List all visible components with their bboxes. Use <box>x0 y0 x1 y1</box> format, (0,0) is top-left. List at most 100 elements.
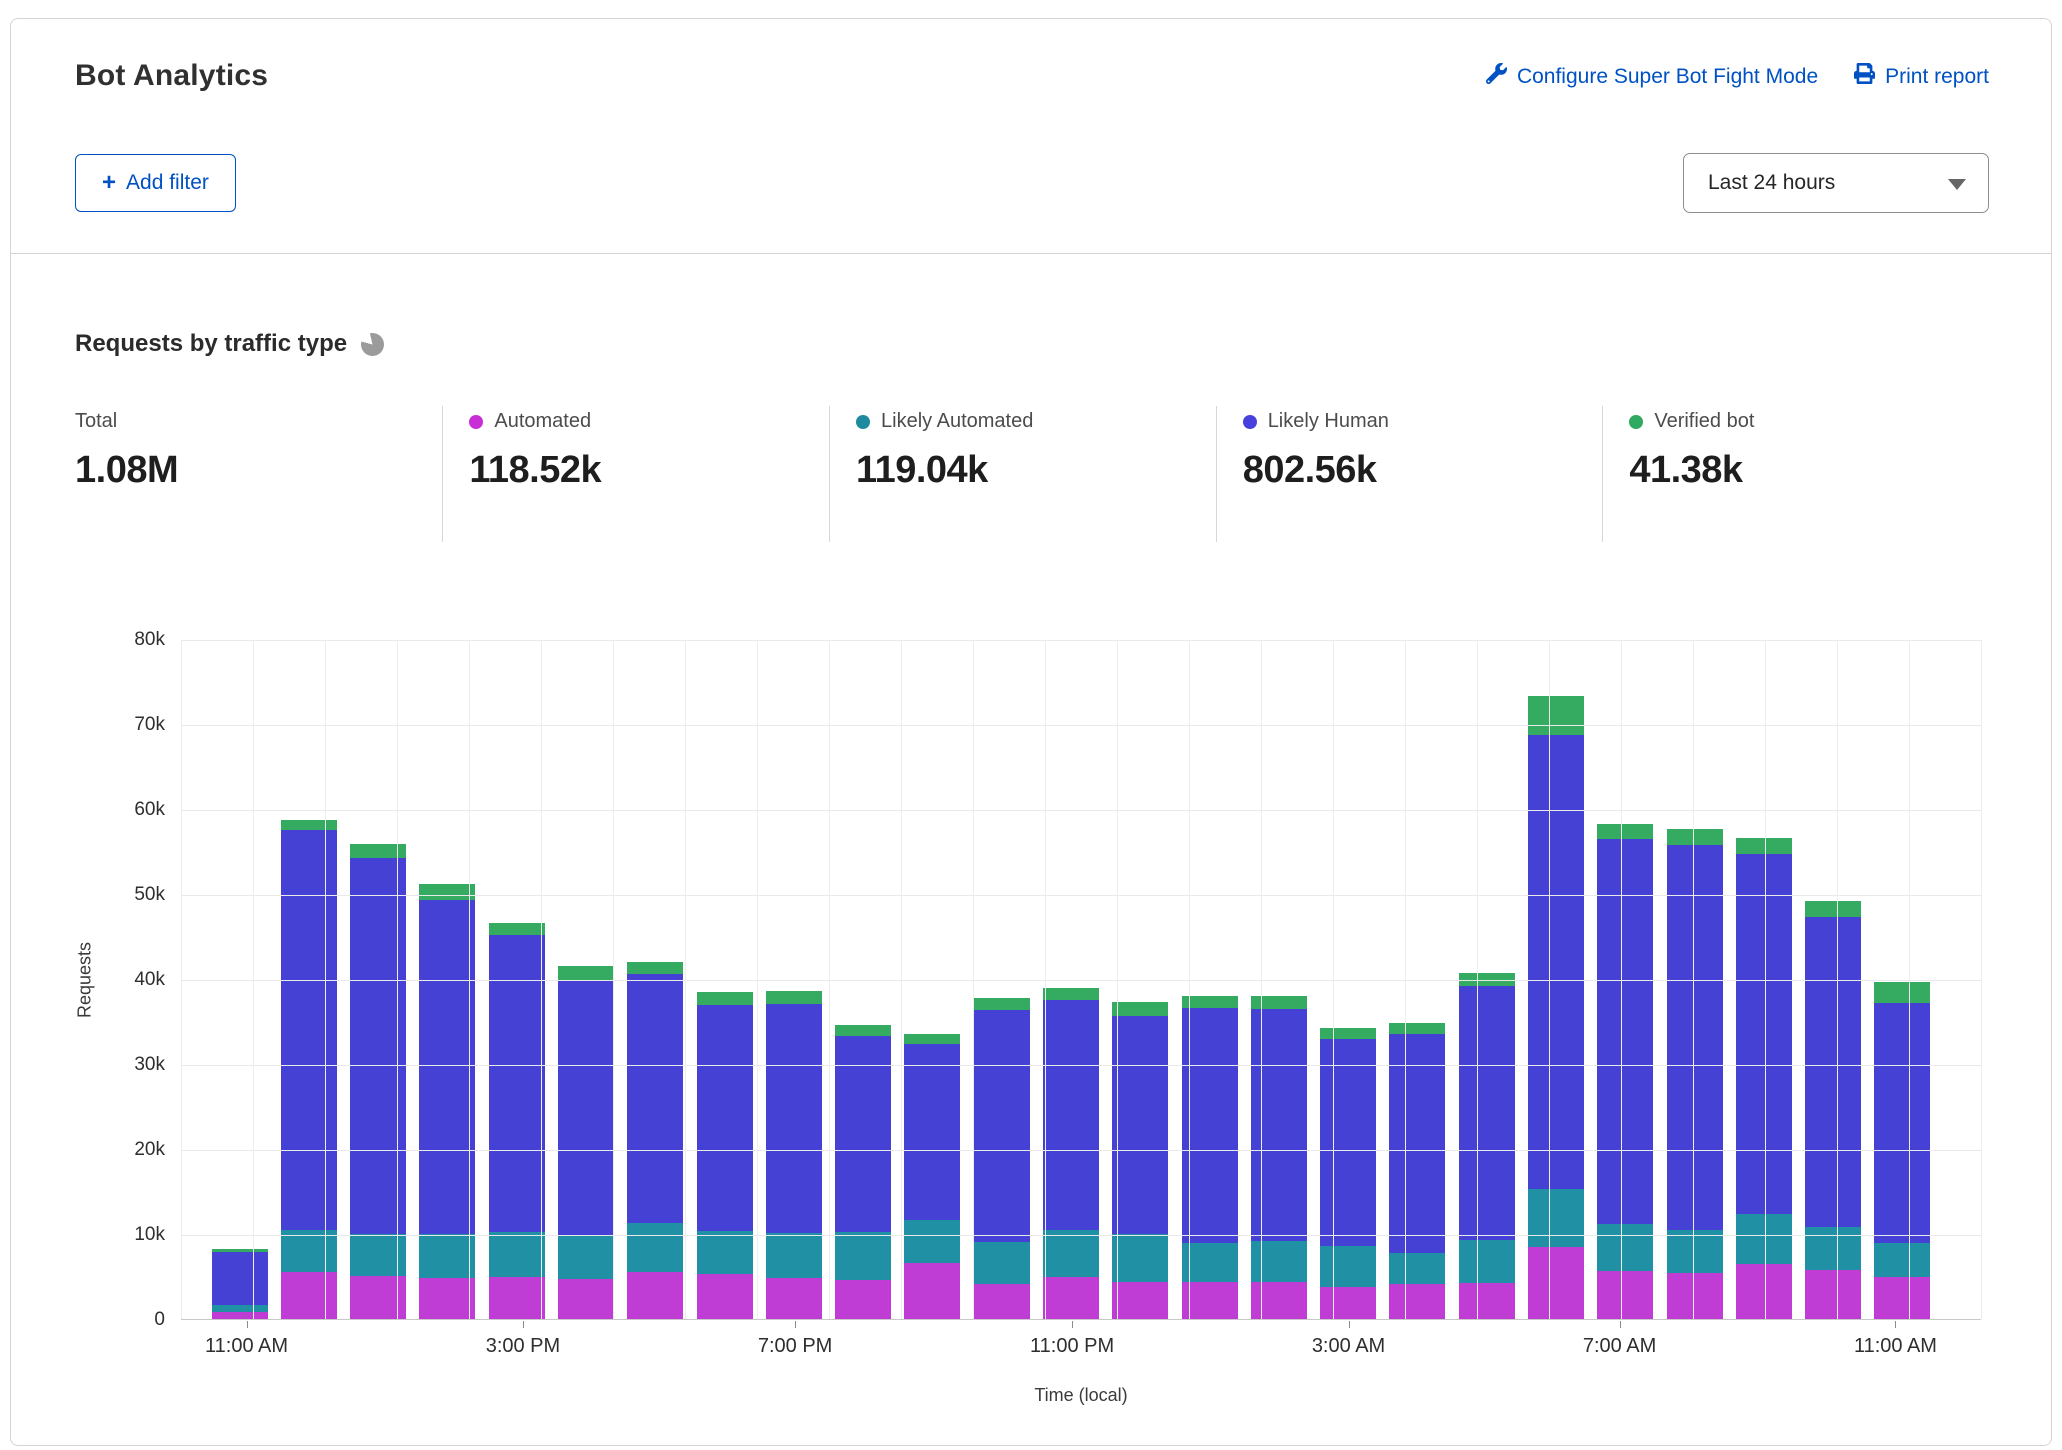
segment-likely-automated <box>1250 1240 1307 1282</box>
bar-11-00-pm-12[interactable] <box>1043 987 1100 1319</box>
segment-likely-human <box>1527 735 1584 1189</box>
bar-12-00-am-13[interactable] <box>1112 1001 1169 1319</box>
x-tick-label: 7:00 PM <box>757 1335 833 1357</box>
gridline-h <box>181 980 1981 981</box>
bar-slot <box>1383 640 1452 1319</box>
segment-verified-bot <box>1874 982 1931 1003</box>
bar-1-00-pm-2[interactable] <box>350 843 407 1319</box>
segment-verified-bot <box>1735 837 1792 855</box>
segment-automated <box>765 1278 822 1319</box>
configure-super-bot-fight-mode-link[interactable]: Configure Super Bot Fight Mode <box>1485 63 1818 90</box>
segment-verified-bot <box>558 966 615 980</box>
segment-verified-bot <box>765 990 822 1004</box>
x-tick <box>1895 1321 1897 1328</box>
x-slot <box>1180 1321 1246 1358</box>
bar-10-00-am-23[interactable] <box>1805 900 1862 1319</box>
chart-plot-area: Requests 0 10k 20k 30k 40k 50k 60k 70k 80k <box>75 629 1982 1330</box>
gridline-h <box>181 725 1981 726</box>
segment-likely-human <box>1112 1015 1169 1235</box>
bar-2-00-am-15[interactable] <box>1250 996 1307 1319</box>
bar-slot <box>1244 640 1313 1319</box>
time-range-select[interactable]: Last 24 hours <box>1683 153 1989 213</box>
print-link-label: Print report <box>1885 64 1989 88</box>
bar-6-00-am-19[interactable] <box>1527 695 1584 1319</box>
segment-verified-bot <box>1666 829 1723 845</box>
gridline-v <box>973 640 974 1319</box>
add-filter-button[interactable]: + Add filter <box>75 154 236 212</box>
segment-likely-automated <box>488 1232 545 1278</box>
segment-verified-bot <box>1597 824 1654 839</box>
segment-verified-bot <box>280 820 337 831</box>
bar-8-00-pm-9[interactable] <box>835 1024 892 1319</box>
page-title: Bot Analytics <box>75 59 269 92</box>
bar-12-00-pm-1[interactable] <box>280 820 337 1319</box>
print-report-link[interactable]: Print report <box>1854 63 1989 90</box>
x-slot <box>1517 1321 1583 1358</box>
y-axis-title: Requests <box>74 941 95 1018</box>
bar-2-00-pm-3[interactable] <box>419 883 476 1319</box>
bar-9-00-pm-10[interactable] <box>904 1034 961 1319</box>
x-axis-title: Time (local) <box>1034 1385 1128 1405</box>
gridline-v <box>253 640 254 1319</box>
segment-likely-human <box>1250 1008 1307 1241</box>
segment-likely-automated <box>1320 1245 1377 1287</box>
segment-verified-bot <box>973 997 1030 1010</box>
stat-value: 118.52k <box>469 449 602 491</box>
y-tick-label: 10k <box>134 1224 165 1245</box>
bar-11-00-am-0[interactable] <box>211 1249 268 1319</box>
segment-likely-automated <box>904 1220 961 1263</box>
segment-automated <box>1389 1284 1446 1319</box>
bars-container <box>181 640 1981 1319</box>
segment-automated <box>1527 1246 1584 1319</box>
bar-7-00-am-20[interactable] <box>1597 824 1654 1319</box>
gridline-v <box>1189 640 1190 1319</box>
bar-6-00-pm-7[interactable] <box>696 991 753 1319</box>
bar-3-00-am-16[interactable] <box>1320 1028 1377 1319</box>
bar-slot <box>413 640 482 1319</box>
bar-1-00-am-14[interactable] <box>1181 996 1238 1319</box>
bar-slot <box>1175 640 1244 1319</box>
segment-likely-human <box>1874 1002 1931 1244</box>
segment-likely-automated <box>973 1241 1030 1285</box>
segment-likely-human <box>1181 1007 1238 1243</box>
x-tick-label: 3:00 AM <box>1311 1335 1386 1357</box>
segment-likely-automated <box>1735 1213 1792 1264</box>
bar-slot <box>344 640 413 1319</box>
stat-value: 41.38k <box>1629 449 1743 491</box>
segment-likely-human <box>280 830 337 1230</box>
stat-label: Automated <box>469 410 829 433</box>
segment-likely-human <box>1805 916 1862 1228</box>
x-slot <box>1722 1321 1788 1358</box>
y-tick-label: 30k <box>134 1054 165 1075</box>
bar-3-00-pm-4[interactable] <box>488 922 545 1319</box>
x-tick <box>1348 1321 1350 1328</box>
toolbar: + Add filter Last 24 hours <box>11 93 2051 213</box>
bar-10-00-pm-11[interactable] <box>973 997 1030 1319</box>
bar-9-00-am-22[interactable] <box>1735 837 1792 1319</box>
x-tick-label: 11:00 AM <box>205 1335 289 1357</box>
x-slot <box>1451 1321 1517 1358</box>
segment-likely-automated <box>1458 1239 1515 1284</box>
legend-dot-icon <box>1242 414 1257 429</box>
printer-icon <box>1854 63 1876 90</box>
bar-5-00-am-18[interactable] <box>1458 973 1515 1319</box>
x-tick <box>795 1321 797 1328</box>
bar-4-00-am-17[interactable] <box>1389 1023 1446 1319</box>
bar-8-00-am-21[interactable] <box>1666 829 1723 1319</box>
y-tick-label: 20k <box>134 1139 165 1160</box>
stat-label: Likely Human <box>1242 410 1603 433</box>
segment-likely-human <box>488 934 545 1233</box>
gridline-v <box>829 640 830 1319</box>
bar-5-00-pm-6[interactable] <box>627 962 684 1319</box>
bar-4-00-pm-5[interactable] <box>558 966 615 1319</box>
gridline-v <box>397 640 398 1319</box>
segment-automated <box>835 1279 892 1319</box>
segment-likely-human <box>211 1251 268 1306</box>
segment-likely-human <box>1458 985 1515 1240</box>
bar-7-00-pm-8[interactable] <box>765 990 822 1319</box>
bar-11-00-am-24[interactable] <box>1874 982 1931 1319</box>
segment-likely-automated <box>1597 1223 1654 1272</box>
segment-likely-human <box>904 1043 961 1221</box>
bot-analytics-card: Bot Analytics Configure Super Bot Fight … <box>10 18 2052 1446</box>
bar-slot <box>1314 640 1383 1319</box>
